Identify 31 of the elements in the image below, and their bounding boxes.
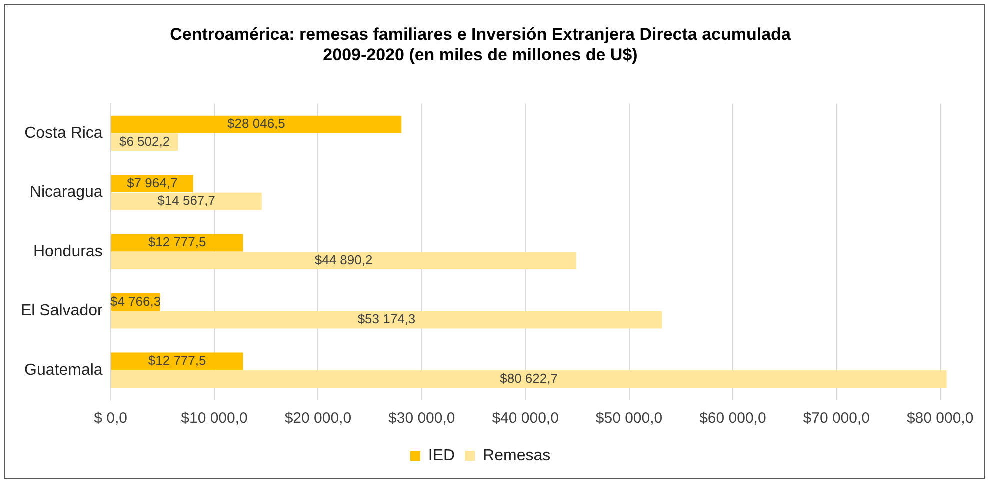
x-tick-label: $10 000,0 bbox=[181, 410, 248, 428]
legend-label: IED bbox=[428, 447, 456, 464]
bar bbox=[111, 192, 262, 210]
data-label: $12 777,5 bbox=[148, 353, 206, 368]
chart-title: Centroamérica: remesas familiares e Inversión Extranjera Directa acumulada 2009-2020 (en miles de millones de U$) bbox=[170, 24, 792, 64]
x-tick-label: $70 000,0 bbox=[803, 410, 870, 428]
data-label: $6 502,2 bbox=[119, 134, 170, 149]
x-tick-label: $20 000,0 bbox=[284, 410, 352, 428]
x-tick-label: $50 000,0 bbox=[596, 410, 663, 428]
x-tick-label: $60 000,0 bbox=[700, 410, 766, 428]
data-label: $7 964,7 bbox=[127, 175, 178, 190]
x-tick-label: $ 0,0 bbox=[94, 410, 128, 428]
data-label: $80 622,7 bbox=[500, 370, 558, 386]
data-label: $28 046,5 bbox=[228, 116, 286, 132]
data-label: $14 567,7 bbox=[158, 193, 216, 208]
legend-label: Remesas bbox=[483, 447, 551, 464]
x-tick-label: $30 000,0 bbox=[388, 410, 456, 428]
x-tick-label: $80 000,0 bbox=[906, 410, 974, 428]
data-label: $12 777,5 bbox=[148, 234, 206, 250]
bar bbox=[111, 311, 662, 329]
y-tick-label: Nicaragua bbox=[30, 184, 103, 202]
bar bbox=[111, 252, 576, 270]
y-tick-label: Costa Rica bbox=[24, 124, 103, 142]
x-tick-label: $40 000,0 bbox=[492, 410, 559, 428]
data-label: $53 174,3 bbox=[358, 312, 416, 327]
y-tick-label: Guatemala bbox=[24, 362, 103, 379]
data-label: $44 890,2 bbox=[314, 252, 373, 268]
bar bbox=[111, 116, 402, 134]
bar bbox=[111, 370, 947, 388]
y-tick-label: El Salvador bbox=[20, 302, 104, 320]
y-tick-label: Honduras bbox=[33, 243, 103, 260]
